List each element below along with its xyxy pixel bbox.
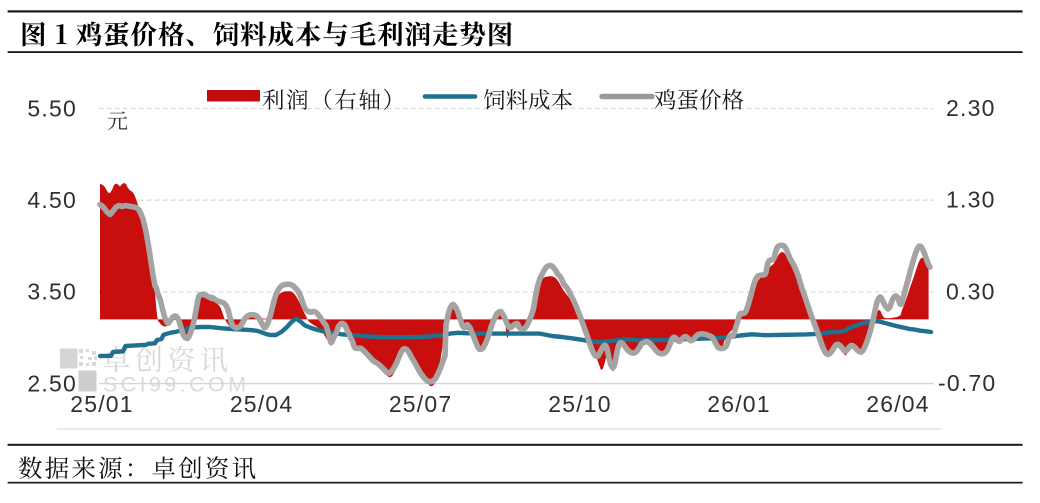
svg-text:25/01: 25/01 (70, 391, 134, 417)
svg-text:2.30: 2.30 (946, 95, 996, 121)
svg-text:-0.70: -0.70 (938, 370, 996, 396)
svg-text:25/10: 25/10 (548, 391, 612, 417)
svg-text:SCI99.COM: SCI99.COM (103, 373, 250, 397)
svg-text:5.50: 5.50 (27, 95, 77, 121)
svg-text:25/07: 25/07 (389, 391, 453, 417)
svg-text:26/01: 26/01 (707, 391, 771, 417)
svg-text:2.50: 2.50 (27, 370, 77, 396)
svg-text:1.30: 1.30 (946, 187, 996, 213)
svg-text:3.50: 3.50 (27, 279, 77, 305)
svg-text:25/04: 25/04 (230, 391, 294, 417)
svg-text:4.50: 4.50 (27, 187, 77, 213)
svg-text:0.30: 0.30 (946, 278, 996, 304)
svg-text:26/04: 26/04 (866, 391, 930, 417)
